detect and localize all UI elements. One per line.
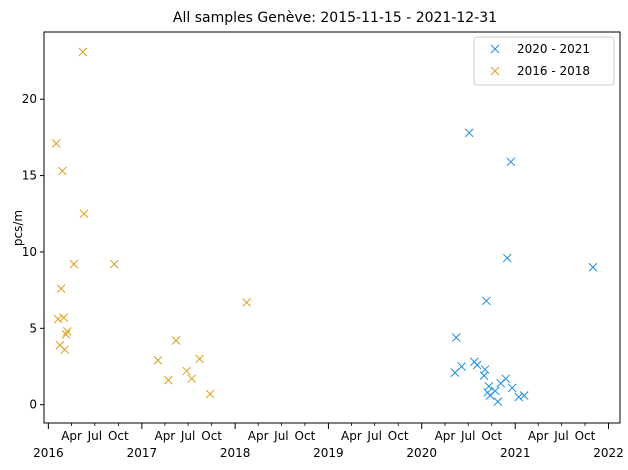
x-month-label: Oct bbox=[295, 429, 316, 443]
y-axis: 0 5 10 15 20 bbox=[22, 92, 44, 412]
data-point bbox=[164, 375, 173, 385]
x-month-label: Apr bbox=[154, 429, 175, 443]
data-point bbox=[79, 209, 89, 219]
data-point bbox=[62, 327, 72, 336]
data-point bbox=[59, 313, 69, 322]
data-point bbox=[464, 128, 474, 138]
data-point bbox=[507, 383, 517, 393]
x-month-label: Oct bbox=[108, 429, 129, 443]
x-month-label: Apr bbox=[248, 429, 269, 443]
x-month-label: Jul bbox=[366, 429, 381, 443]
data-point bbox=[481, 296, 491, 306]
y-axis-label: pcs/m bbox=[11, 210, 25, 246]
data-point bbox=[514, 392, 524, 402]
x-month-label: Jul bbox=[180, 429, 195, 443]
data-point bbox=[493, 397, 503, 406]
data-point bbox=[187, 374, 197, 384]
x-month-label: Apr bbox=[341, 429, 362, 443]
chart-title: All samples Genève: 2015-11-15 - 2021-12… bbox=[173, 10, 497, 26]
data-point bbox=[195, 354, 204, 364]
y-tick-label: 5 bbox=[29, 321, 37, 335]
data-point bbox=[502, 253, 512, 263]
x-year-label: 2021 bbox=[500, 446, 531, 460]
data-point bbox=[480, 365, 490, 374]
legend-label: 2016 - 2018 bbox=[517, 64, 590, 78]
series-0 bbox=[450, 128, 598, 406]
x-year-label: 2017 bbox=[127, 446, 158, 460]
plot-frame bbox=[43, 31, 621, 424]
x-axis: Apr Jul Oct Apr Jul Oct Apr Jul Oct Apr Jul Oct Apr J… bbox=[33, 423, 624, 460]
data-point bbox=[61, 330, 71, 339]
y-tick-label: 0 bbox=[29, 398, 37, 412]
x-year-label: 2018 bbox=[220, 446, 251, 460]
data-point bbox=[60, 345, 70, 355]
data-point bbox=[109, 259, 119, 269]
x-month-label: Jul bbox=[273, 429, 288, 443]
data-point bbox=[51, 139, 61, 148]
x-month-label: Apr bbox=[528, 429, 549, 443]
x-month-label: Oct bbox=[575, 429, 596, 443]
legend-marker bbox=[490, 66, 500, 76]
x-month-label: Apr bbox=[435, 429, 456, 443]
x-month-label: Apr bbox=[61, 429, 82, 443]
data-point bbox=[205, 389, 215, 399]
x-month-label: Jul bbox=[460, 429, 475, 443]
legend-label: 2020 - 2021 bbox=[517, 42, 590, 56]
data-point bbox=[490, 386, 500, 396]
data-point bbox=[153, 356, 163, 365]
series-1 bbox=[51, 47, 252, 399]
y-tick-label: 10 bbox=[22, 245, 37, 259]
x-month-label: Oct bbox=[481, 429, 502, 443]
data-point bbox=[69, 259, 79, 269]
legend-marker bbox=[490, 44, 500, 54]
x-year-label: 2019 bbox=[313, 446, 344, 460]
data-point bbox=[242, 297, 252, 307]
data-point bbox=[58, 166, 67, 176]
x-month-label: Oct bbox=[388, 429, 409, 443]
x-year-label: 2022 bbox=[593, 446, 624, 460]
data-point bbox=[588, 262, 598, 272]
legend: 2020 - 2021 2016 - 2018 bbox=[473, 36, 615, 86]
data-point bbox=[171, 336, 181, 345]
data-point bbox=[53, 314, 63, 324]
x-year-label: 2016 bbox=[33, 446, 64, 460]
data-points bbox=[51, 47, 598, 406]
y-tick-label: 20 bbox=[22, 92, 37, 106]
data-point bbox=[78, 47, 88, 57]
x-year-label: 2020 bbox=[406, 446, 437, 460]
data-point bbox=[182, 366, 191, 376]
data-point bbox=[472, 360, 482, 370]
data-point bbox=[457, 362, 466, 371]
data-point bbox=[56, 284, 66, 293]
x-month-label: Oct bbox=[201, 429, 222, 443]
data-point bbox=[519, 391, 529, 400]
y-tick-label: 15 bbox=[22, 169, 37, 183]
data-point bbox=[451, 333, 461, 342]
data-point bbox=[484, 381, 494, 391]
x-month-label: Jul bbox=[553, 429, 568, 443]
data-point bbox=[501, 374, 511, 384]
legend-box bbox=[473, 36, 615, 86]
x-month-label: Jul bbox=[87, 429, 102, 443]
data-point bbox=[506, 157, 516, 167]
